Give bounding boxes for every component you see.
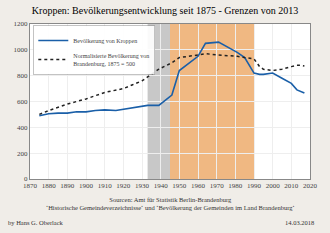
svg-text:200: 200 xyxy=(17,150,28,158)
svg-text:2000: 2000 xyxy=(266,182,281,190)
svg-text:1200: 1200 xyxy=(14,20,29,28)
svg-text:1930: 1930 xyxy=(135,182,150,190)
svg-text:1980: 1980 xyxy=(228,182,243,190)
svg-text:400: 400 xyxy=(17,124,28,132)
svg-text:1940: 1940 xyxy=(154,182,169,190)
svg-text:Sourcen: Amt für Statistik Ber: Sourcen: Amt für Statistik Berlin-Brande… xyxy=(46,196,295,211)
svg-text:600: 600 xyxy=(17,98,28,106)
svg-text:2020: 2020 xyxy=(303,182,318,190)
svg-text:0: 0 xyxy=(24,175,28,183)
svg-text:Kroppen: Bevölkerungsentwicklu: Kroppen: Bevölkerungsentwicklung seit 18… xyxy=(32,5,298,16)
svg-text:1970: 1970 xyxy=(210,182,225,190)
svg-text:1920: 1920 xyxy=(116,182,131,190)
svg-text:1890: 1890 xyxy=(60,182,75,190)
svg-text:Normalisierte Bevölkerung vonB: Normalisierte Bevölkerung vonBrandenburg… xyxy=(73,53,149,67)
svg-text:by Hans G. Oberlack: by Hans G. Oberlack xyxy=(8,219,64,226)
svg-text:1880: 1880 xyxy=(42,182,57,190)
svg-text:1950: 1950 xyxy=(172,182,187,190)
svg-text:800: 800 xyxy=(17,72,28,80)
svg-text:Bevölkerung von Kroppen: Bevölkerung von Kroppen xyxy=(73,38,137,44)
svg-text:1910: 1910 xyxy=(98,182,113,190)
svg-text:14.03.2018: 14.03.2018 xyxy=(285,219,314,226)
svg-text:1870: 1870 xyxy=(23,182,38,190)
svg-text:1900: 1900 xyxy=(79,182,94,190)
svg-text:2010: 2010 xyxy=(284,182,299,190)
svg-text:1990: 1990 xyxy=(247,182,262,190)
svg-text:1000: 1000 xyxy=(14,46,29,54)
svg-text:1960: 1960 xyxy=(191,182,206,190)
